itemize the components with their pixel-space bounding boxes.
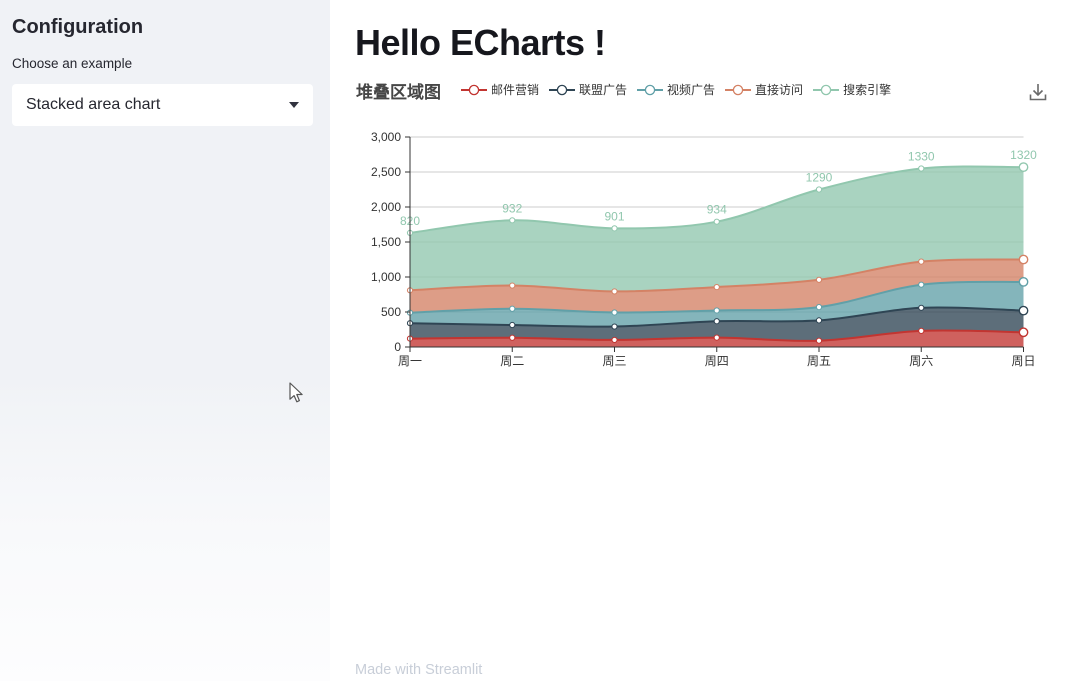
- svg-text:934: 934: [707, 203, 727, 217]
- chart-legend: 邮件营销 联盟广告 视频广告 直接访问 搜索引擎: [461, 81, 891, 98]
- legend-item[interactable]: 联盟广告: [549, 81, 627, 98]
- svg-text:周三: 周三: [602, 354, 626, 368]
- legend-label: 直接访问: [755, 83, 804, 97]
- sidebar-title: Configuration: [12, 16, 144, 38]
- legend-label: 邮件营销: [491, 83, 540, 97]
- selectbox-value: Stacked area chart: [26, 96, 161, 113]
- legend-label: 视频广告: [667, 83, 716, 97]
- svg-text:901: 901: [604, 209, 624, 223]
- legend-label: 搜索引擎: [843, 83, 892, 97]
- svg-text:1,500: 1,500: [371, 235, 401, 249]
- legend-item[interactable]: 视频广告: [637, 81, 715, 98]
- svg-text:周五: 周五: [807, 354, 831, 368]
- line-circle-marker-icon: [637, 84, 664, 95]
- echarts-container: 堆叠区域图 邮件营销 联盟广告 视频广告 直接访问 搜索引擎 820 932 901 934 1…: [355, 76, 1055, 386]
- svg-text:周四: 周四: [705, 354, 729, 368]
- caret-down-icon: [289, 102, 299, 108]
- svg-text:周一: 周一: [398, 354, 422, 368]
- mouse-cursor: [289, 382, 303, 403]
- chart-title: 堆叠区域图: [356, 83, 441, 102]
- made-with-streamlit-link[interactable]: Made with Streamlit: [355, 662, 483, 678]
- line-circle-marker-icon: [725, 84, 752, 95]
- svg-text:1320: 1320: [1010, 148, 1037, 162]
- legend-item[interactable]: 直接访问: [725, 81, 803, 98]
- page-title: Hello ECharts !: [355, 22, 606, 63]
- sidebar: Configuration Choose an example Stacked …: [0, 0, 330, 681]
- line-circle-marker-icon: [549, 84, 576, 95]
- svg-text:500: 500: [381, 305, 401, 319]
- download-icon[interactable]: [1026, 81, 1050, 105]
- svg-text:3,000: 3,000: [371, 130, 401, 144]
- line-circle-marker-icon: [813, 84, 840, 95]
- svg-text:0: 0: [394, 340, 401, 354]
- legend-item[interactable]: 搜索引擎: [813, 81, 891, 98]
- line-circle-marker-icon: [461, 84, 487, 95]
- legend-label: 联盟广告: [579, 83, 628, 97]
- main-content: Hello ECharts ! 堆叠区域图 邮件营销 联盟广告 视频广告 直接访问 搜索…: [330, 0, 1072, 681]
- legend-item[interactable]: 邮件营销: [461, 81, 539, 98]
- select-label: Choose an example: [12, 56, 133, 71]
- svg-text:1,000: 1,000: [371, 270, 401, 284]
- example-selectbox[interactable]: Stacked area chart: [12, 84, 313, 126]
- svg-text:周六: 周六: [909, 354, 933, 368]
- svg-text:1330: 1330: [908, 150, 935, 164]
- svg-text:1290: 1290: [806, 171, 833, 185]
- svg-text:932: 932: [502, 201, 522, 215]
- svg-text:2,500: 2,500: [371, 165, 401, 179]
- svg-text:周二: 周二: [500, 354, 524, 368]
- svg-text:周日: 周日: [1011, 354, 1035, 368]
- svg-text:2,000: 2,000: [371, 200, 401, 214]
